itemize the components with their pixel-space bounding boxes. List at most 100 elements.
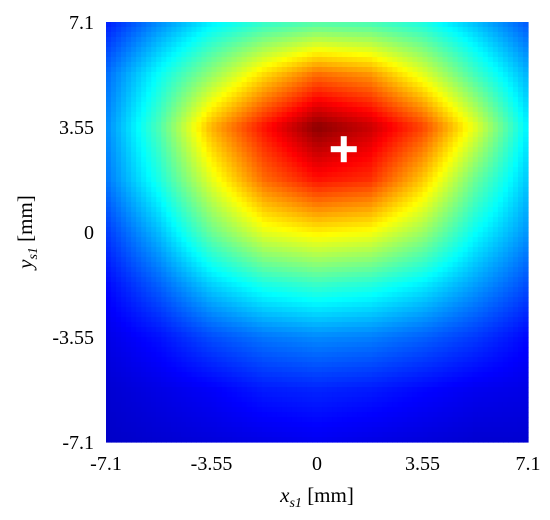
heatmap-cell [402, 237, 409, 243]
heatmap-cell [106, 122, 112, 128]
heatmap-cell [477, 312, 484, 318]
heatmap-cell [467, 112, 474, 118]
heatmap-cell [497, 82, 504, 88]
heatmap-cell [146, 42, 152, 48]
heatmap-cell [392, 57, 398, 63]
heatmap-cell [352, 27, 358, 33]
heatmap-cell [502, 192, 509, 198]
heatmap-cell [241, 237, 248, 243]
heatmap-cell [131, 72, 137, 78]
heatmap-cell [211, 167, 218, 173]
heatmap-cell [241, 227, 248, 233]
heatmap-cell [422, 247, 429, 253]
heatmap-cell [407, 247, 414, 253]
heatmap-cell [382, 287, 388, 293]
heatmap-cell [121, 32, 127, 38]
heatmap-cell [347, 132, 353, 138]
heatmap-cell [392, 272, 398, 278]
heatmap-cell [502, 222, 509, 228]
heatmap-cell [492, 127, 499, 133]
heatmap-cell [106, 132, 112, 138]
heatmap-cell [387, 107, 393, 113]
heatmap-cell [156, 67, 162, 73]
heatmap-cell [236, 267, 243, 273]
heatmap-cell [482, 242, 489, 248]
heatmap-cell [291, 217, 298, 223]
heatmap-cell [382, 172, 388, 178]
heatmap-cell [467, 152, 474, 158]
heatmap-cell [206, 182, 213, 188]
heatmap-cell [427, 132, 434, 138]
heatmap-cell [131, 137, 137, 143]
heatmap-cell [377, 192, 383, 198]
heatmap-cell [412, 222, 419, 228]
heatmap-cell [327, 292, 333, 298]
heatmap-cell [432, 247, 439, 253]
heatmap-cell [387, 92, 393, 98]
heatmap-cell [296, 252, 303, 258]
heatmap-cell [226, 197, 233, 203]
heatmap-cell [221, 237, 228, 243]
heatmap-cell [422, 202, 429, 208]
heatmap-cell [221, 122, 228, 128]
heatmap-cell [111, 87, 117, 93]
heatmap-cell [166, 172, 172, 178]
heatmap-cell [422, 107, 429, 113]
heatmap-cell [512, 252, 519, 258]
heatmap-cell [497, 67, 504, 73]
heatmap-cell [457, 302, 464, 308]
heatmap-cell [191, 172, 198, 178]
heatmap-cell [121, 92, 127, 98]
heatmap-cell [131, 82, 137, 88]
heatmap-cell [437, 292, 444, 298]
heatmap-cell [236, 62, 243, 68]
heatmap-cell [271, 177, 278, 183]
heatmap-cell [266, 117, 273, 123]
heatmap-cell [347, 37, 353, 43]
heatmap-cell [216, 27, 223, 33]
heatmap-cell [447, 67, 454, 73]
heatmap-cell [327, 72, 333, 78]
heatmap-cell [492, 72, 499, 78]
heatmap-cell [241, 212, 248, 218]
heatmap-cell [176, 77, 182, 83]
heatmap-cell [397, 92, 403, 98]
heatmap-cell [166, 157, 172, 163]
heatmap-cell [377, 282, 383, 288]
heatmap-cell [512, 187, 519, 193]
heatmap-cell [512, 182, 519, 188]
heatmap-cell [332, 272, 338, 278]
heatmap-cell [372, 162, 378, 168]
heatmap-cell [462, 177, 469, 183]
heatmap-cell [422, 77, 429, 83]
heatmap-cell [141, 87, 147, 93]
heatmap-cell [121, 27, 127, 33]
heatmap-cell [281, 207, 288, 213]
heatmap-cell [432, 47, 439, 53]
heatmap-cell [206, 197, 213, 203]
heatmap-cell [337, 252, 343, 258]
heatmap-cell [502, 237, 509, 243]
heatmap-cell [126, 172, 132, 178]
heatmap-cell [246, 22, 253, 28]
heatmap-cell [517, 197, 524, 203]
heatmap-cell [261, 277, 268, 283]
heatmap-cell [241, 157, 248, 163]
heatmap-cell [256, 22, 263, 28]
heatmap-cell [156, 292, 162, 298]
heatmap-cell [251, 292, 258, 298]
heatmap-cell [332, 77, 338, 83]
heatmap-cell [176, 177, 182, 183]
heatmap-cell [327, 22, 333, 28]
heatmap-cell [181, 192, 187, 198]
heatmap-cell [522, 57, 529, 63]
heatmap-cell [397, 192, 403, 198]
heatmap-cell [201, 282, 208, 288]
heatmap-cell [477, 197, 484, 203]
heatmap-cell [427, 42, 434, 48]
heatmap-cell [407, 47, 414, 53]
heatmap-cell [452, 122, 459, 128]
heatmap-cell [362, 152, 368, 158]
heatmap-cell [296, 147, 303, 153]
heatmap-cell [256, 162, 263, 168]
